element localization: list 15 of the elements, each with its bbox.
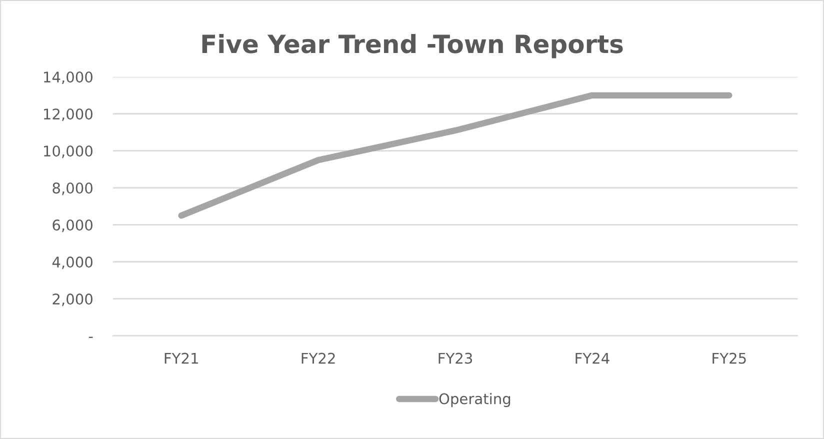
y-tick-label: 14,000 xyxy=(44,72,92,84)
x-tick-label: FY25 xyxy=(712,352,746,364)
y-tick-label: - xyxy=(88,336,93,338)
y-tick-label: 12,000 xyxy=(44,108,92,122)
x-tick-label: FY23 xyxy=(438,352,472,364)
y-tick-label: 4,000 xyxy=(52,256,92,270)
y-tick-label: 6,000 xyxy=(52,220,92,232)
chart-title: Five Year Trend -Town Reports xyxy=(202,34,623,58)
y-tick-label: 8,000 xyxy=(52,182,92,196)
y-tick-label: 2,000 xyxy=(52,294,92,306)
x-tick-label: FY24 xyxy=(576,352,610,364)
y-tick-label: 10,000 xyxy=(44,146,92,158)
legend-label: Operating xyxy=(439,392,510,408)
x-tick-label: FY21 xyxy=(164,352,198,364)
x-tick-label: FY22 xyxy=(302,352,335,364)
